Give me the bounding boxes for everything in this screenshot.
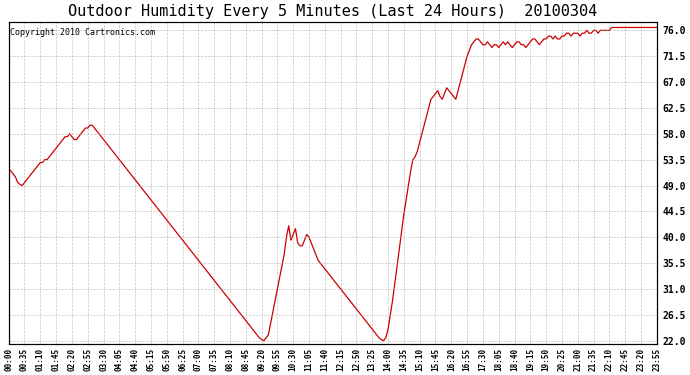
Title: Outdoor Humidity Every 5 Minutes (Last 24 Hours)  20100304: Outdoor Humidity Every 5 Minutes (Last 2… bbox=[68, 4, 598, 19]
Text: Copyright 2010 Cartronics.com: Copyright 2010 Cartronics.com bbox=[10, 28, 155, 37]
